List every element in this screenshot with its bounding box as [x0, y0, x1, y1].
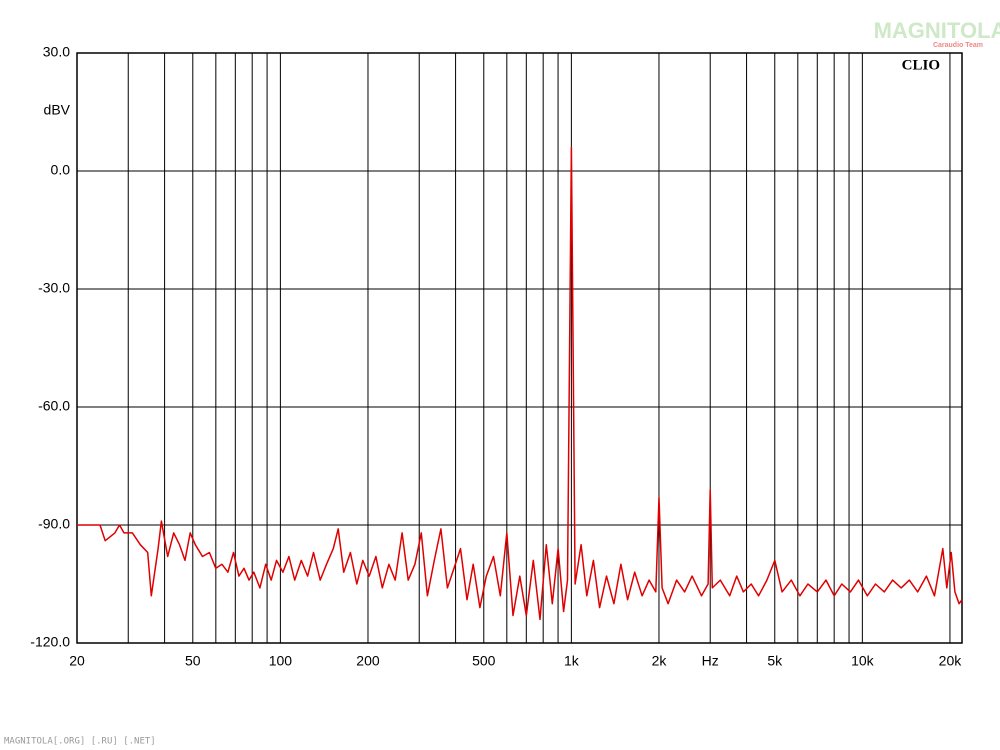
y-axis-label: dBV [44, 102, 71, 118]
x-tick-label: 50 [185, 653, 201, 669]
x-tick-label: 500 [472, 653, 496, 669]
x-tick-label: 100 [269, 653, 293, 669]
x-tick-label: 20k [939, 653, 963, 669]
plot-border [76, 52, 963, 644]
y-tick-label: 0.0 [51, 162, 71, 178]
x-tick-label: 10k [851, 653, 875, 669]
footer: MAGNITOLA[.ORG] [.RU] [.NET] [4, 737, 156, 747]
y-tick-label: -90.0 [38, 516, 70, 532]
x-tick-label: 2k [652, 653, 668, 669]
y-tick-label: -60.0 [38, 398, 70, 414]
x-tick-label: 20 [69, 653, 85, 669]
x-tick-label: 5k [767, 653, 783, 669]
logo: MAGNITOLA [874, 18, 1000, 43]
x-tick-label: 1k [564, 653, 580, 669]
brand: CLIO [902, 57, 940, 73]
x-tick-label: 200 [356, 653, 380, 669]
spectrum-line [77, 146, 963, 621]
y-tick-label: 30.0 [43, 44, 70, 60]
x-tick-label: Hz [702, 653, 719, 669]
logo-sub: Caraudio Team [933, 42, 983, 49]
y-tick-label: -120.0 [30, 634, 70, 650]
y-tick-label: -30.0 [38, 280, 70, 296]
